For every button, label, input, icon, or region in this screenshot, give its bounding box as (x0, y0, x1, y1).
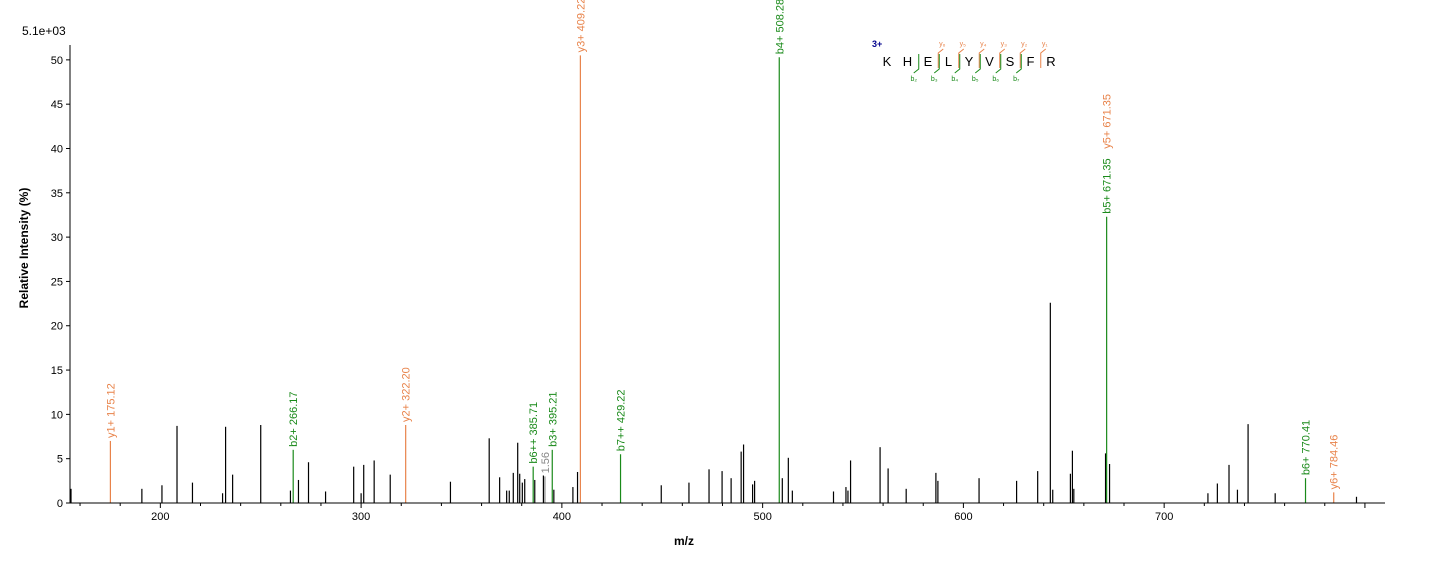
intensity-scale-label: 5.1e+03 (22, 24, 66, 38)
peak-label: b2+ 266.17 (288, 391, 300, 446)
sequence-residue: F (1027, 54, 1035, 69)
y-ion-marker (1019, 48, 1026, 68)
y-tick-label: 35 (51, 188, 63, 200)
peak-label: y6+ 784.46 (1329, 435, 1341, 490)
y-axis-label: Relative Intensity (%) (17, 188, 31, 309)
b-ion-label: b₅ (972, 76, 979, 83)
y-ion-label: y₅ (960, 41, 967, 48)
peak-label: b6+ 770.41 (1301, 420, 1313, 475)
y-tick-label: 20 (51, 321, 63, 333)
peak-label: y5+ 671.35 (1102, 94, 1114, 149)
charge-state-label: 3+ (872, 39, 882, 49)
y-tick-label: 0 (57, 498, 63, 510)
b-ion-marker (974, 54, 981, 74)
b-ion-marker (913, 54, 920, 74)
peptide-sequence: 3+K H E L Y V S F Ry₆ y₅ y₄ y₃ y₂ y₁ b₂ b₃ b₄ b₅ b₆ b₇ (872, 39, 1056, 83)
b-ion-label: b₆ (992, 76, 999, 83)
peak-label: b4+ 508.28 (774, 0, 786, 54)
b-ion-label: b₇ (1013, 76, 1020, 83)
sequence-residue: Y (965, 54, 974, 69)
b-ion-label: b₃ (931, 76, 938, 83)
y-ion-marker (999, 48, 1006, 68)
b-ion-marker (954, 54, 961, 74)
y-tick-label: 40 (51, 143, 63, 155)
y-ion-label: y₄ (980, 41, 987, 48)
b-ion-label: b₄ (951, 76, 958, 83)
sequence-residue: V (985, 54, 994, 69)
y-tick-label: 15 (51, 365, 63, 377)
b-ion-marker (933, 54, 940, 74)
x-tick-label: 500 (753, 511, 771, 523)
y-tick-label: 30 (51, 232, 63, 244)
x-tick-label: 300 (352, 511, 370, 523)
peak-label: y2+ 322.20 (401, 367, 413, 422)
x-tick-label: 400 (553, 511, 571, 523)
b-ion-marker (995, 54, 1002, 74)
y-ion-label: y₆ (939, 41, 946, 48)
x-tick-label: 700 (1155, 511, 1173, 523)
y-ion-marker (978, 48, 985, 68)
peak-label: b3+ 395.21 (547, 391, 559, 446)
x-axis-label: m/z (674, 534, 694, 548)
peak-label: y3+ 409.22 (575, 0, 587, 52)
y-tick-label: 5 (57, 454, 63, 466)
peak-label: b6++ 385.71 (528, 402, 540, 464)
sequence-residue: S (1006, 54, 1015, 69)
b-ion-marker (1015, 54, 1022, 74)
axes-layer: 0 5 10 15 20 25 30 35 40 45 50 200 300 400 500 600 700 (51, 45, 1385, 523)
y-tick-label: 45 (51, 99, 63, 111)
y-tick-label: 25 (51, 276, 63, 288)
sequence-residue: E (924, 54, 933, 69)
peak-label: y1+ 175.12 (105, 383, 117, 438)
peak-label: 1.56 (540, 452, 552, 473)
y-ion-marker (937, 48, 944, 68)
y-ion-marker (1040, 48, 1047, 68)
y-tick-label: 50 (51, 55, 63, 67)
x-tick-label: 600 (954, 511, 972, 523)
y-ion-label: y₂ (1021, 41, 1028, 48)
x-tick-label: 200 (151, 511, 169, 523)
peaks-layer: y1+ 175.12 b2+ 266.17 y2+ 322.20 b6++ 385.7… (70, 0, 1358, 503)
sequence-residue: H (903, 54, 912, 69)
y-ion-label: y₃ (1001, 41, 1008, 48)
y-ion-marker (958, 48, 965, 68)
sequence-residue: K (883, 54, 892, 69)
y-tick-label: 10 (51, 409, 63, 421)
b-ion-label: b₂ (910, 76, 917, 83)
peak-label: b7++ 429.22 (616, 389, 628, 451)
y-ion-label: y₁ (1042, 41, 1049, 48)
peak-label: b5+ 671.35 (1102, 158, 1114, 213)
sequence-residue: L (945, 54, 952, 69)
sequence-residue: R (1046, 54, 1055, 69)
